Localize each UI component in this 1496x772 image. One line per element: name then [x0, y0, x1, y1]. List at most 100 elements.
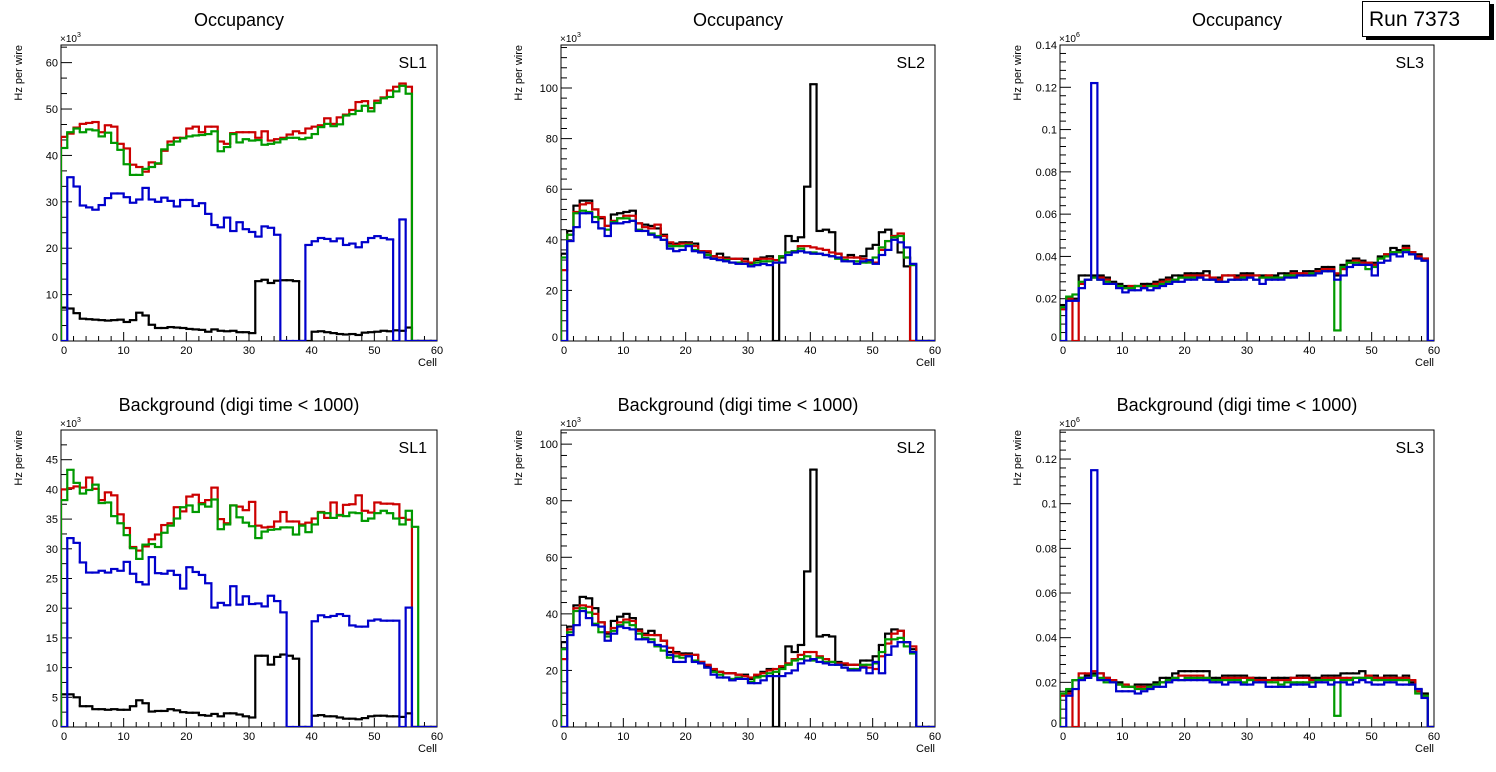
x-tick-label: 30 — [243, 345, 255, 357]
y-axis-label: Hz per wire — [1012, 430, 1024, 486]
y-tick-label: 50 — [46, 104, 58, 116]
x-tick-label: 50 — [867, 731, 879, 743]
x-tick-label: 40 — [804, 345, 816, 357]
y-tick-label: 40 — [46, 150, 58, 162]
x-tick-label: 0 — [1060, 731, 1066, 743]
y-tick-label: 20 — [46, 243, 58, 255]
x-axis-label: Cell — [1415, 357, 1434, 369]
series-step-connectors — [61, 85, 414, 341]
y-tick-label: 25 — [46, 574, 58, 586]
y-tick-label: 0.08 — [1036, 167, 1057, 179]
x-tick-label: 30 — [243, 731, 255, 743]
series-step-connectors — [1065, 470, 1429, 727]
x-tick-label: 0 — [1060, 345, 1066, 357]
x-tick-label: 60 — [431, 345, 443, 357]
y-axis: 0 10 20 30 40 50 60 Hz per wire — [13, 45, 72, 344]
y-tick-label: 80 — [546, 496, 558, 508]
series-step-connectors — [61, 83, 414, 341]
multiplier-base: ×10 — [560, 419, 577, 430]
multiplier-exponent: 3 — [77, 417, 81, 424]
x-tick-label: 30 — [1241, 731, 1253, 743]
superlayer-label: SL3 — [1396, 440, 1425, 457]
x-tick-label: 30 — [742, 345, 754, 357]
x-tick-label: 0 — [561, 345, 567, 357]
x-tick-label: 10 — [118, 731, 130, 743]
x-tick-label: 0 — [561, 731, 567, 743]
x-axis-label: Cell — [916, 357, 935, 369]
multiplier-exponent: 6 — [1076, 417, 1080, 424]
y-tick-label: 0.06 — [1036, 588, 1057, 600]
y-axis: 0 0.02 0.04 0.06 0.08 0.1 0.12 0.14 Hz per wire — [1012, 40, 1071, 344]
y-axis: 0 0.02 0.04 0.06 0.08 0.1 0.12 Hz per wire — [1012, 430, 1071, 730]
series-green — [561, 209, 935, 341]
multiplier-base: ×10 — [1059, 419, 1076, 430]
series-black — [561, 83, 935, 341]
y-axis-label: Hz per wire — [513, 430, 525, 486]
histogram-panel-5: Background (digi time < 1000)0 10 20 30 40 50… — [513, 395, 941, 755]
panel-title: Background (digi time < 1000) — [618, 395, 859, 415]
x-tick-label: 10 — [617, 731, 629, 743]
x-tick-label: 50 — [368, 731, 380, 743]
y-tick-label: 30 — [46, 197, 58, 209]
series-green — [61, 84, 437, 341]
series-blue — [1060, 469, 1434, 727]
series-step-connectors — [566, 611, 918, 727]
plot-frame — [560, 44, 936, 342]
x-tick-label: 50 — [1366, 345, 1378, 357]
run-label-box: Run 7373 — [1362, 1, 1490, 37]
y-tick-label: 10 — [46, 290, 58, 302]
plot-frame — [60, 429, 438, 728]
multiplier-base: ×10 — [560, 34, 577, 45]
x-tick-label: 50 — [368, 345, 380, 357]
run-label: Run 7373 — [1369, 8, 1461, 31]
series-step-connectors — [561, 210, 918, 341]
x-tick-label: 20 — [1179, 731, 1191, 743]
multiplier-exponent: 3 — [77, 32, 81, 39]
x-tick-label: 60 — [431, 731, 443, 743]
multiplier-base: ×10 — [1059, 34, 1076, 45]
plot-frame — [1059, 44, 1435, 342]
y-axis-multiplier: ×103 — [60, 417, 81, 430]
y-axis-multiplier: ×103 — [60, 32, 81, 45]
y-axis: 0 5 10 15 20 25 30 35 40 45 Hz per wire — [13, 429, 72, 730]
series-green — [61, 468, 437, 727]
superlayer-label: SL2 — [897, 440, 926, 457]
y-tick-label: 0 — [552, 332, 558, 344]
y-axis-label: Hz per wire — [513, 45, 525, 101]
superlayer-label: SL1 — [399, 440, 428, 457]
y-tick-label: 100 — [540, 83, 558, 95]
y-tick-label: 100 — [540, 439, 558, 451]
x-tick-label: 40 — [306, 345, 318, 357]
x-axis-label: Cell — [1415, 743, 1434, 755]
y-tick-label: 20 — [46, 603, 58, 615]
x-tick-label: 20 — [180, 731, 192, 743]
superlayer-label: SL2 — [897, 55, 926, 72]
y-tick-label: 35 — [46, 514, 58, 526]
x-tick-label: 10 — [617, 345, 629, 357]
y-tick-label: 0 — [52, 332, 58, 344]
y-tick-label: 0.02 — [1036, 677, 1057, 689]
y-axis: 0 20 40 60 80 100 Hz per wire — [513, 430, 572, 730]
y-tick-label: 0.1 — [1042, 125, 1057, 137]
x-tick-label: 30 — [1241, 345, 1253, 357]
y-axis-multiplier: ×103 — [560, 417, 581, 430]
x-tick-label: 60 — [1428, 731, 1440, 743]
series-step-connectors — [66, 177, 407, 341]
x-tick-label: 40 — [306, 731, 318, 743]
x-tick-label: 60 — [1428, 345, 1440, 357]
x-tick-label: 10 — [1116, 731, 1128, 743]
x-tick-label: 40 — [804, 731, 816, 743]
y-axis-multiplier: ×106 — [1059, 417, 1080, 430]
panel-title: Background (digi time < 1000) — [1117, 395, 1358, 415]
series-red — [561, 202, 935, 341]
x-tick-label: 60 — [929, 731, 941, 743]
y-tick-label: 40 — [546, 235, 558, 247]
x-tick-label: 20 — [680, 731, 692, 743]
y-tick-label: 0.12 — [1036, 454, 1057, 466]
